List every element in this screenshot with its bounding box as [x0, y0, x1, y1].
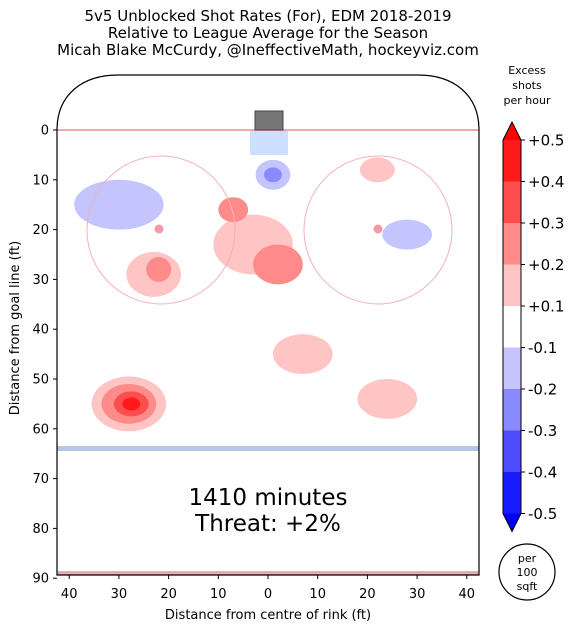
chart-title-line-3: Micah Blake McCurdy, @IneffectiveMath, h…	[57, 41, 479, 59]
colorbar-tick-label: +0.5	[528, 132, 564, 150]
centre-line	[57, 571, 479, 575]
faceoff-dot-right	[373, 224, 383, 234]
y-axis-label: Distance from goal line (ft)	[8, 241, 23, 415]
blue-line	[57, 446, 479, 451]
x-tick-label: 10	[309, 587, 326, 602]
colorbar-tick-label: +0.3	[528, 215, 564, 233]
x-tick-label: 20	[359, 587, 376, 602]
x-tick-label: 40	[459, 587, 476, 602]
x-tick-label: 0	[264, 587, 272, 602]
y-tick-label: 10	[32, 173, 49, 188]
chart-title-line-1: 5v5 Unblocked Shot Rates (For), EDM 2018…	[84, 7, 451, 25]
rink-boards	[56, 74, 480, 576]
heatmap-region	[410, 457, 424, 480]
heatmap-region	[264, 167, 282, 183]
colorbar-segment	[503, 223, 521, 265]
heatmap-region	[198, 279, 239, 310]
colorbar-title-line-3: per hour	[504, 94, 551, 107]
y-axis: 0 10 20 30 40 50 60 70 80 90	[32, 124, 57, 587]
colorbar-segment	[503, 389, 521, 431]
heatmap-region	[357, 379, 418, 419]
heatmap-region	[359, 157, 395, 183]
y-tick-label: 0	[41, 124, 49, 139]
colorbar-segment	[503, 306, 521, 348]
colorbar-tick-label: +0.1	[528, 298, 564, 316]
x-tick-label: 40	[61, 587, 78, 602]
x-tick-label: 10	[210, 587, 227, 602]
heatmap-region	[248, 538, 278, 559]
colorbar-over-arrow	[503, 122, 521, 140]
colorbar-tick-label: -0.1	[528, 339, 557, 357]
rink-surface	[57, 75, 479, 575]
goal-crease	[250, 130, 288, 155]
y-tick-label: 40	[32, 323, 49, 338]
colorbar-segment	[503, 347, 521, 389]
colorbar-title-line-1: Excess	[508, 64, 546, 77]
colorbar-tick-label: +0.4	[528, 173, 564, 191]
goal-net	[254, 110, 284, 131]
unit-badge-line-1: per	[518, 552, 537, 565]
colorbar-tick-label: -0.2	[528, 381, 557, 399]
unit-badge-line-2: 100	[517, 566, 538, 579]
colorbar-tick-label: -0.3	[528, 422, 557, 440]
y-tick-label: 50	[32, 373, 49, 388]
colorbar-segment	[503, 140, 521, 182]
heatmap-region	[74, 179, 164, 230]
heatmap-region	[272, 334, 333, 375]
colorbar-under-arrow	[503, 513, 521, 532]
heatmap-contours	[59, 134, 477, 559]
faceoff-circle-left	[86, 155, 236, 305]
x-tick-label: 30	[111, 587, 128, 602]
y-tick-label: 90	[32, 572, 49, 587]
threat-annotation: Threat: +2%	[194, 511, 341, 537]
colorbar-tick-label: -0.4	[528, 464, 557, 482]
heatmap-region	[103, 311, 124, 337]
x-tick-label: 20	[160, 587, 177, 602]
heatmap-region	[113, 471, 184, 516]
x-axis: 40 30 20 10 0 10 20 30 40	[61, 575, 475, 602]
heatmap-region	[382, 219, 433, 250]
heatmap-region	[146, 256, 172, 282]
colorbar-tick-label: -0.5	[528, 505, 557, 523]
colorbar-segment	[503, 472, 521, 514]
colorbar-segment	[503, 430, 521, 472]
faceoff-dot-left	[154, 224, 164, 234]
faceoff-circle-right	[303, 155, 453, 305]
x-tick-label: 30	[409, 587, 426, 602]
heatmap-region	[253, 244, 303, 285]
y-tick-label: 30	[32, 273, 49, 288]
heatmap-region	[122, 397, 141, 411]
colorbar-title-line-2: shots	[512, 79, 542, 92]
unit-badge	[498, 543, 556, 601]
y-tick-label: 70	[32, 472, 49, 487]
y-tick-label: 80	[32, 522, 49, 537]
heatmap-region	[436, 254, 477, 285]
x-axis-label: Distance from centre of rink (ft)	[165, 608, 371, 623]
heatmap-region	[302, 189, 452, 290]
heatmap-region	[218, 197, 249, 223]
y-tick-label: 60	[32, 422, 49, 437]
chart-title-line-2: Relative to League Average for the Seaso…	[108, 24, 428, 42]
y-tick-label: 20	[32, 223, 49, 238]
heatmap-region	[228, 468, 259, 489]
colorbar: +0.5 +0.4 +0.3 +0.2 +0.1 -0.1 -0.2 -0.3 -0.4 -0.5	[502, 120, 564, 533]
colorbar-segment	[503, 181, 521, 223]
heatmap-region	[183, 379, 333, 439]
colorbar-segment	[503, 264, 521, 306]
unit-badge-line-3: sqft	[517, 580, 538, 593]
minutes-annotation: 1410 minutes	[189, 485, 348, 511]
colorbar-tick-label: +0.2	[528, 256, 564, 274]
